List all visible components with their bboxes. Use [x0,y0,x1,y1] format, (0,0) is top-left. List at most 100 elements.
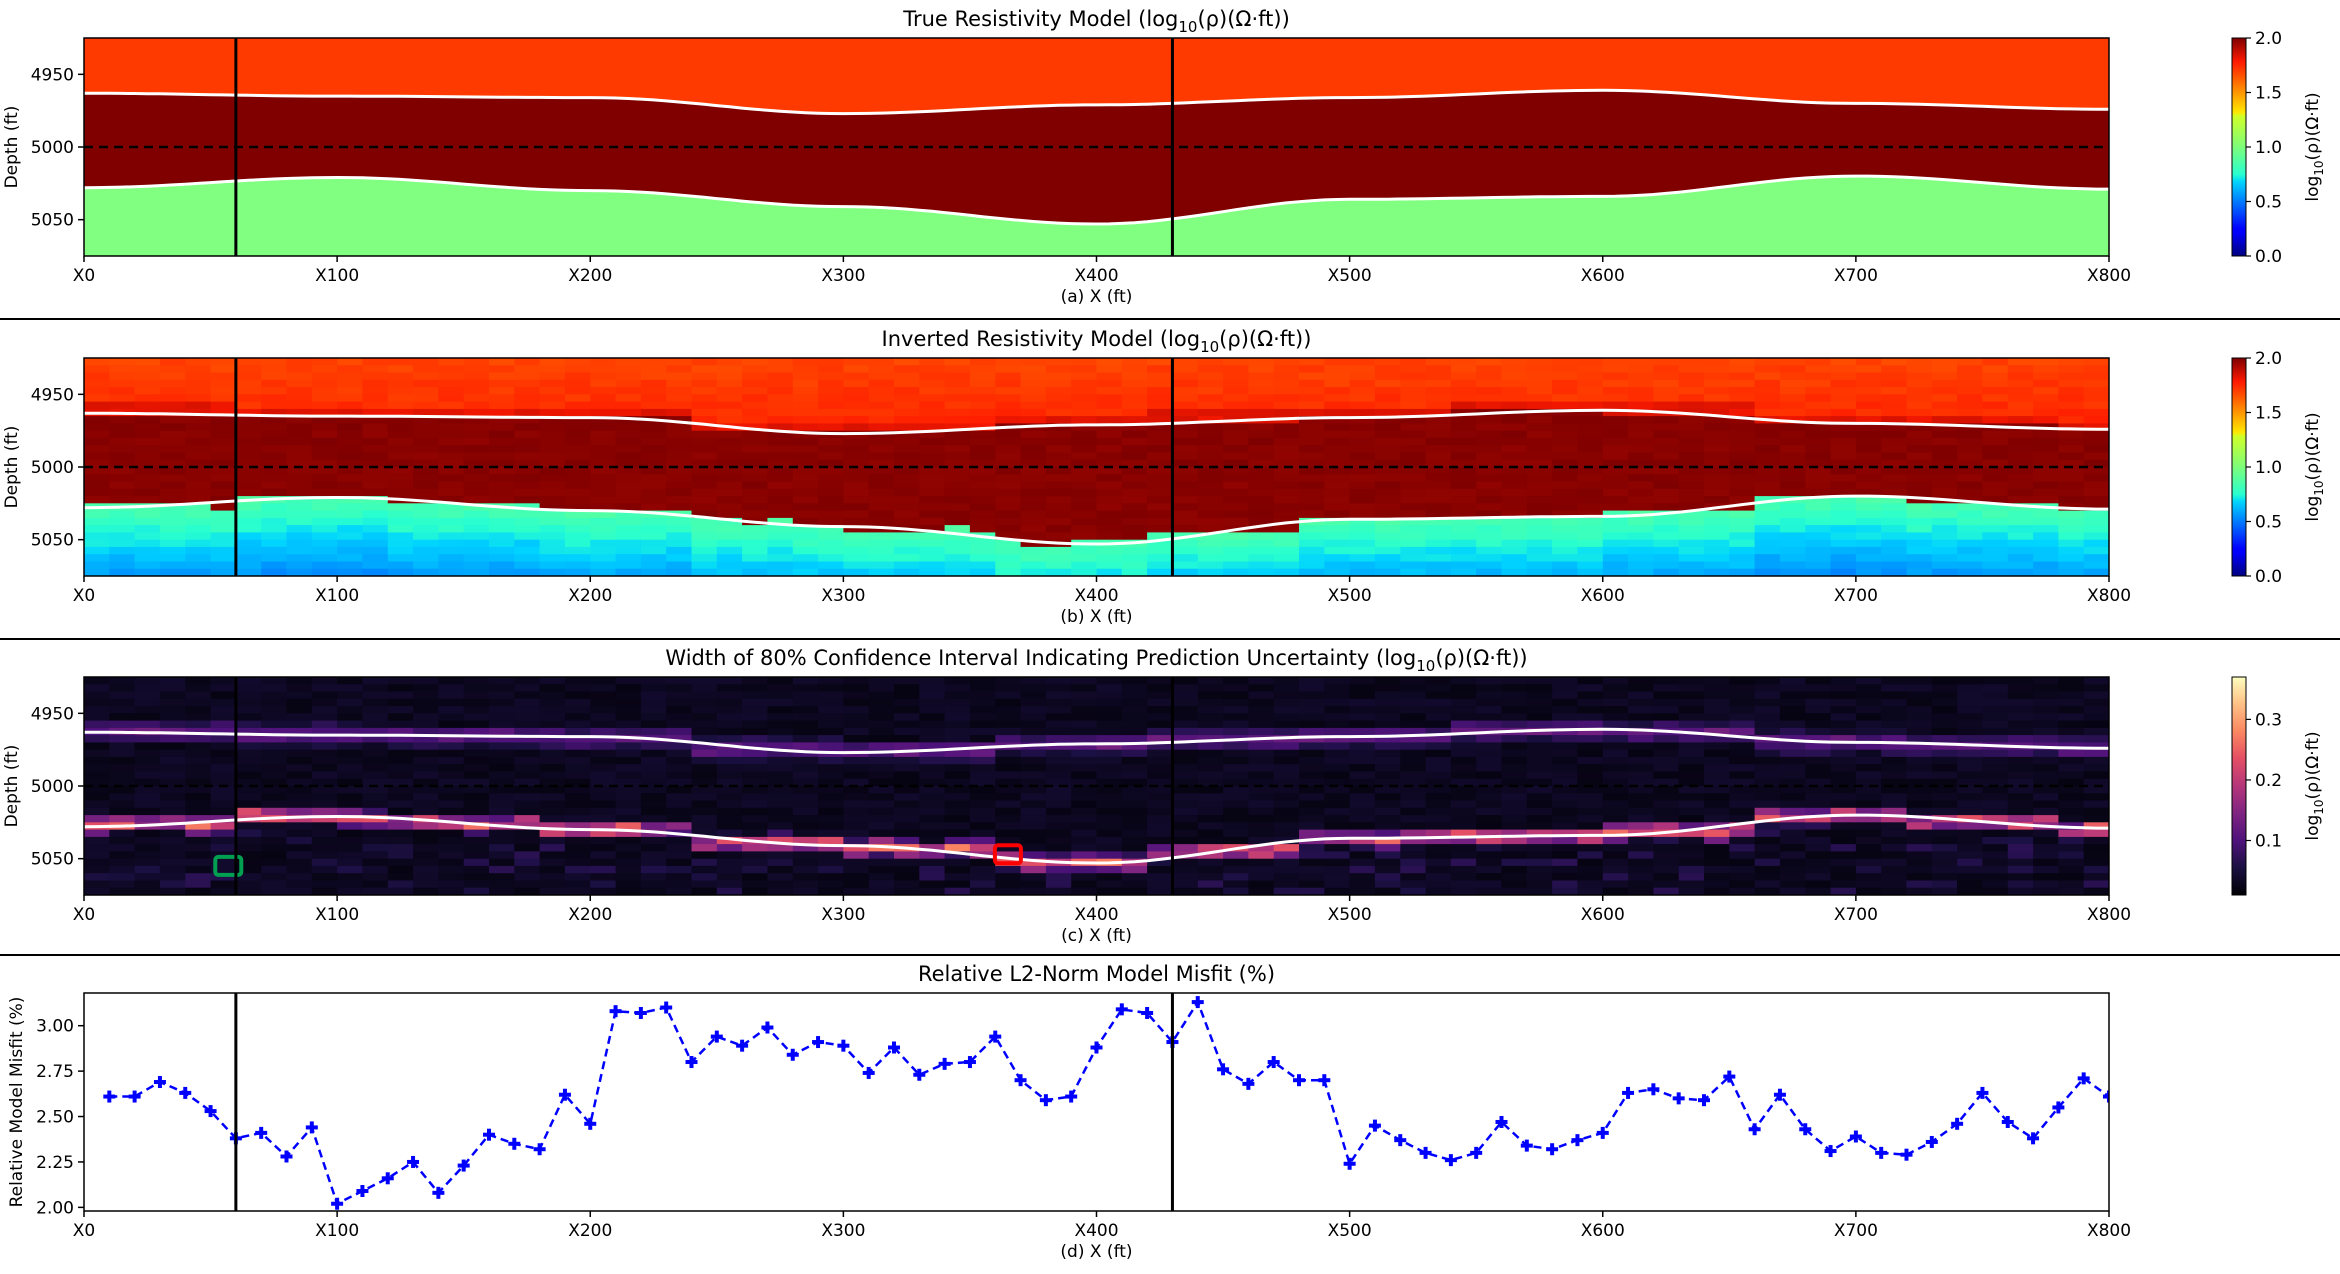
heatmap-cell [1982,764,2009,773]
heatmap-cell [1552,488,1578,497]
heatmap-cell [337,713,363,722]
heatmap-cell [792,365,819,374]
heatmap-cell [1957,481,1983,490]
heatmap-cell [919,423,946,432]
heatmap-cell [742,735,768,743]
heatmap-cell [1881,836,1908,845]
heatmap-cell [1299,735,1325,743]
heatmap-cell [767,786,794,794]
heatmap-cell [1881,880,1908,889]
heatmap-cell [1906,735,1933,743]
heatmap-cell [1425,698,1452,707]
heatmap-cell [1425,532,1452,541]
heatmap-cell [767,727,794,736]
heatmap-cell [1653,836,1680,845]
heatmap-cell [868,554,895,563]
heatmap-cell [1197,865,1224,874]
heatmap-cell [1577,394,1604,403]
heatmap-cell [564,735,591,743]
heatmap-cell [2007,880,2034,889]
heatmap-cell [109,481,136,490]
heatmap-cell [1349,503,1376,512]
heatmap-cell [311,742,338,751]
heatmap-cell [640,880,667,889]
heatmap-cell [1374,554,1401,563]
heatmap-cell [1172,749,1199,758]
heatmap-cell [1172,880,1199,889]
heatmap-cell [311,358,338,366]
heatmap-cell [742,372,768,381]
heatmap-cell [413,793,439,802]
heatmap-cell [1906,437,1933,446]
heatmap-cell [767,408,794,417]
heatmap-cell [109,532,136,541]
heatmap-cell [615,408,642,417]
heatmap-cell [1273,496,1300,504]
heatmap-cell [1349,836,1376,845]
heatmap-cell [489,698,515,707]
heatmap-cell [1704,437,1730,446]
heatmap-cell [716,510,743,519]
heatmap-cell [286,873,313,882]
heatmap-cell [666,800,693,809]
heatmap-cell [84,372,110,381]
heatmap-cell [944,735,971,743]
heatmap-cell [1881,764,1908,773]
heatmap-cell [362,815,389,823]
heatmap-cell [1577,742,1604,751]
heatmap-cell [1830,539,1857,548]
heatmap-cell [1071,836,1098,845]
heatmap-cell [1982,561,2009,570]
heatmap-cell [1501,539,1528,548]
heatmap-cell [1678,764,1705,773]
heatmap-cell [1729,742,1756,751]
heatmap-cell [109,749,136,758]
heatmap-cell [311,561,338,570]
heatmap-cell [944,887,971,895]
heatmap-cell [818,445,844,454]
heatmap-cell [1754,793,1781,802]
heatmap-cell [514,713,541,722]
heatmap-cell [590,401,617,410]
heatmap-cell [818,720,844,729]
heatmap-cell [995,379,1022,388]
heatmap-cell [1121,445,1148,454]
heatmap-cell [1349,532,1376,541]
heatmap-cell [1501,865,1528,874]
heatmap-cell [919,416,946,424]
heatmap-cell [1779,844,1806,852]
heatmap-cell [767,749,794,758]
heatmap-cell [590,423,617,432]
heatmap-cell [969,727,996,736]
heatmap-cell [1273,771,1300,780]
heatmap-cell [1957,452,1983,461]
heatmap-cell [413,742,439,751]
heatmap-cell [792,865,819,874]
heatmap-cell [564,430,591,439]
heatmap-cell [1526,546,1553,555]
heatmap-cell [1628,873,1654,882]
heatmap-cell [944,503,971,512]
heatmap-cell [1349,408,1376,417]
heatmap-cell [1223,481,1249,490]
heatmap-cell [539,394,566,403]
heatmap-cell [944,423,971,432]
heatmap-cell [1501,858,1528,867]
heatmap-cell [969,735,996,743]
heatmap-cell [894,742,920,751]
heatmap-cell [337,822,363,831]
heatmap-cell [210,358,237,366]
heatmap-cell [261,430,288,439]
heatmap-cell [666,474,693,483]
heatmap-cell [843,851,870,860]
heatmap-cell [691,503,718,512]
heatmap-cell [615,358,642,366]
heatmap-cell [1552,546,1578,555]
heatmap-cell [1374,749,1401,758]
heatmap-cell [1704,844,1730,852]
heatmap-cell [818,408,844,417]
misfit-point [305,1121,318,1134]
heatmap-cell [716,880,743,889]
heatmap-cell [1729,735,1756,743]
heatmap-cell [539,822,566,831]
